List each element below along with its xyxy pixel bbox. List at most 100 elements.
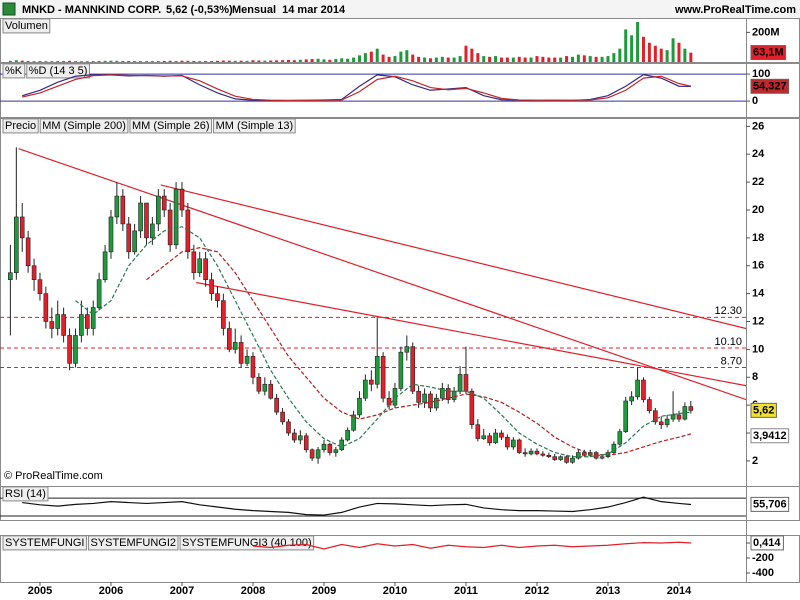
volume-bar bbox=[588, 56, 592, 62]
volume-bar bbox=[156, 61, 160, 62]
candle-body bbox=[428, 393, 433, 409]
label-bg bbox=[750, 496, 790, 512]
candle-body bbox=[67, 335, 72, 364]
y-tick-label: 14 bbox=[752, 288, 765, 300]
candle-body bbox=[79, 314, 84, 336]
candle-body bbox=[286, 421, 291, 434]
volume-bar bbox=[387, 56, 391, 62]
candle-body bbox=[197, 258, 203, 274]
label-bg bbox=[213, 118, 296, 134]
x-tick-label: 2009 bbox=[312, 585, 336, 597]
volume-bar bbox=[38, 61, 42, 62]
volume-bar bbox=[121, 61, 125, 62]
volume-bar bbox=[245, 60, 249, 62]
y-tick-label: 26 bbox=[752, 120, 764, 132]
volume-bar bbox=[257, 60, 261, 62]
y-tick-label: -400 bbox=[752, 567, 774, 579]
candle-body bbox=[209, 279, 214, 294]
series-line bbox=[22, 74, 692, 102]
volume-bar bbox=[393, 56, 397, 62]
candle-body bbox=[309, 449, 315, 459]
panel-title: RSI (14) bbox=[5, 488, 46, 500]
label-box: %K bbox=[2, 63, 26, 79]
candle-body bbox=[126, 223, 132, 253]
panel bbox=[0, 63, 800, 118]
label-box: MM (Simple 200) bbox=[39, 118, 129, 134]
volume-bar bbox=[381, 54, 385, 62]
candle-body bbox=[203, 258, 208, 280]
candle-body bbox=[440, 388, 445, 399]
candle-body bbox=[85, 314, 90, 329]
volume-bar bbox=[269, 60, 273, 62]
candle-body bbox=[161, 195, 167, 211]
candle-body bbox=[522, 452, 528, 455]
y-tick-label: 16 bbox=[752, 260, 764, 272]
volume-bar bbox=[357, 55, 361, 62]
volume-bar bbox=[363, 53, 367, 62]
volume-bar bbox=[215, 60, 219, 62]
volume-bar bbox=[174, 60, 178, 62]
candle-body bbox=[475, 424, 481, 439]
volume-bar bbox=[511, 57, 515, 62]
candle-body bbox=[303, 435, 309, 451]
volume-bar bbox=[233, 60, 237, 62]
x-tick-label: 2012 bbox=[525, 585, 549, 597]
y-tick-label: 24 bbox=[752, 148, 765, 160]
label-box: 5,62 bbox=[750, 402, 777, 418]
y-tick-label: 20 bbox=[752, 204, 764, 216]
candle-body bbox=[658, 421, 664, 425]
volume-bar bbox=[221, 60, 225, 62]
header-bar bbox=[0, 0, 800, 18]
level-label: 12.30 bbox=[714, 305, 742, 317]
candle-body bbox=[398, 351, 404, 389]
label-box: SYSTEMFUNGI3 (40 100) bbox=[179, 535, 315, 551]
volume-bar bbox=[115, 60, 119, 62]
candle-body bbox=[493, 432, 498, 444]
candle-body bbox=[570, 457, 575, 463]
x-tick-label: 2013 bbox=[596, 585, 620, 597]
volume-bar bbox=[499, 57, 503, 62]
volume-bar bbox=[79, 61, 83, 62]
volume-bar bbox=[328, 59, 332, 62]
label-box: RSI (14) bbox=[2, 486, 49, 502]
candle-body bbox=[274, 397, 279, 413]
label-bg bbox=[2, 63, 26, 79]
volume-bar bbox=[565, 56, 569, 62]
candle-body bbox=[647, 399, 652, 412]
volume-bar bbox=[97, 60, 101, 62]
candle-body bbox=[8, 272, 13, 280]
volume-bar bbox=[476, 53, 480, 62]
volume-bar bbox=[494, 56, 498, 62]
candle-body bbox=[90, 307, 96, 329]
label-bg bbox=[2, 118, 39, 134]
y-tick-label: 0 bbox=[752, 95, 758, 107]
label-box: Precio bbox=[2, 118, 39, 134]
volume-bar bbox=[529, 57, 533, 62]
volume-bar bbox=[399, 51, 403, 62]
volume-bar bbox=[582, 55, 586, 62]
volume-bar bbox=[73, 61, 77, 62]
volume-bar bbox=[20, 60, 24, 62]
candle-body bbox=[14, 216, 19, 274]
candle-body bbox=[215, 293, 220, 301]
volume-bar bbox=[482, 56, 486, 62]
volume-bar bbox=[452, 57, 456, 62]
volume-bar bbox=[612, 53, 616, 62]
candle-body bbox=[138, 202, 143, 232]
candle-body bbox=[499, 432, 504, 438]
label-bg bbox=[2, 486, 49, 502]
candle-body bbox=[238, 342, 244, 364]
candle-body bbox=[292, 432, 297, 441]
candle-body bbox=[380, 356, 386, 399]
candle-body bbox=[558, 456, 563, 460]
x-tick-label: 2006 bbox=[99, 585, 123, 597]
candle-body bbox=[102, 251, 108, 280]
volume-bar bbox=[263, 60, 267, 62]
candle-body bbox=[191, 251, 197, 274]
panel-title: Precio bbox=[5, 120, 36, 132]
label-box: 63,1M bbox=[750, 45, 787, 61]
trendline bbox=[18, 148, 746, 401]
candle-body bbox=[262, 383, 268, 392]
volume-bar bbox=[286, 59, 290, 62]
